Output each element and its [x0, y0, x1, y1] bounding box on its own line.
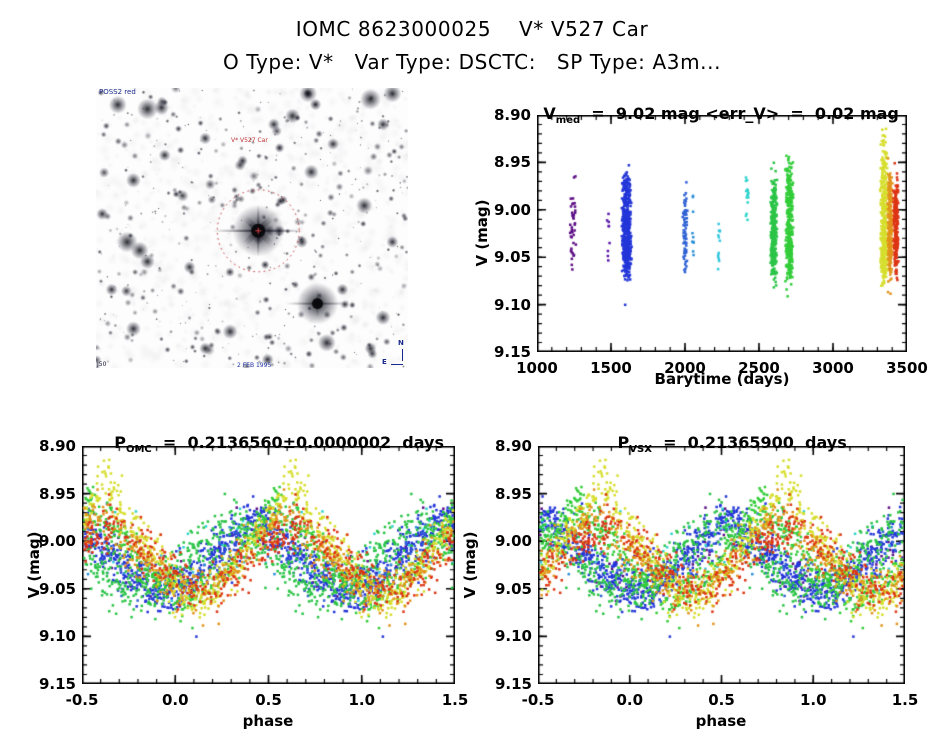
y-tick-label: 9.10: [494, 627, 532, 646]
x-tick-label: 1.0: [799, 691, 827, 709]
x-tick-label: 1000: [516, 359, 558, 377]
y-tick-label: 9.15: [38, 675, 76, 693]
chart-epoch-label: 2 FEB 1995: [237, 362, 272, 369]
omc-phase-plot-canvas: [82, 446, 455, 684]
x-tick-label: 2500: [738, 359, 780, 377]
x-tick-label: -0.5: [65, 691, 99, 709]
vsx-phase-plot-canvas: [538, 446, 905, 684]
title-symbol: P: [617, 433, 630, 452]
compass-north-line: [402, 349, 403, 361]
y-tick-label: 9.05: [493, 248, 531, 267]
y-tick-label: 8.90: [494, 437, 532, 455]
omc-phase-xaxis-label: phase: [242, 712, 294, 730]
y-tick-label: 9.05: [38, 579, 76, 598]
y-tick-label: 8.95: [38, 484, 76, 503]
x-tick-label: 0.0: [616, 691, 644, 709]
page-title: IOMC 8623000025 V* V527 Car: [295, 17, 649, 41]
y-tick-label: 8.95: [493, 153, 531, 172]
y-tick-label: 8.90: [493, 106, 531, 124]
y-tick-label: 9.15: [494, 675, 532, 693]
x-tick-label: -0.5: [521, 691, 555, 709]
chart-bottom-left-label: J50: [97, 361, 107, 368]
compass-east-label: E: [382, 358, 387, 366]
compass-east-line: [391, 364, 403, 365]
vsx-phase-yaxis-label: V (mag): [461, 531, 479, 599]
y-tick-label: 9.10: [38, 627, 76, 646]
y-tick-label: 9.00: [494, 532, 532, 551]
x-tick-label: 1.0: [348, 691, 376, 709]
survey-label: POSS2 red: [99, 88, 136, 96]
title-symbol: P: [114, 433, 126, 452]
x-tick-label: 1.5: [441, 691, 469, 709]
target-name-label: V* V527 Car: [231, 137, 268, 144]
x-tick-label: 3000: [812, 359, 854, 377]
y-tick-label: 9.10: [493, 295, 531, 314]
x-tick-label: 2000: [664, 359, 706, 377]
y-tick-label: 9.15: [493, 343, 531, 361]
y-tick-label: 8.95: [494, 484, 532, 503]
x-tick-label: 0.5: [255, 691, 282, 709]
page-subtitle: O Type: V* Var Type: DSCTC: SP Type: A3m…: [222, 50, 722, 74]
x-tick-label: 3500: [886, 359, 928, 377]
x-tick-label: 1500: [590, 359, 632, 377]
barytime-plot-canvas: [537, 115, 907, 352]
vsx-phase-xaxis-label: phase: [695, 712, 747, 730]
y-tick-label: 9.05: [494, 579, 532, 598]
finding-chart-image: [96, 88, 408, 368]
y-tick-label: 9.00: [38, 532, 76, 551]
y-tick-label: 9.00: [493, 200, 531, 219]
x-tick-label: 1.5: [891, 691, 919, 709]
x-tick-label: 0.5: [708, 691, 735, 709]
compass-north-label: N: [398, 339, 404, 347]
x-tick-label: 0.0: [161, 691, 189, 709]
y-tick-label: 8.90: [38, 437, 76, 455]
barytime-xaxis-label: Barytime (days): [654, 370, 790, 388]
